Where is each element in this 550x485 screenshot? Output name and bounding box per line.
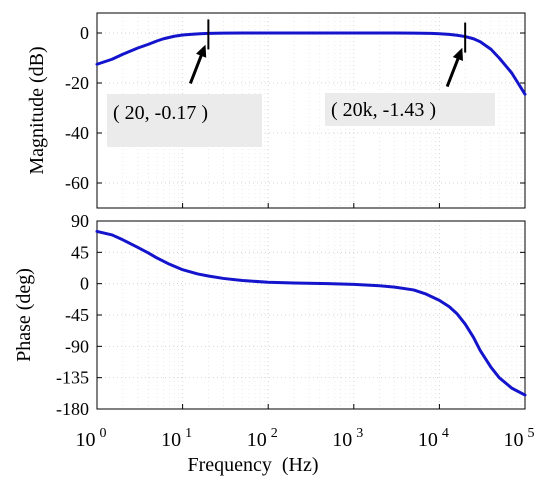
frequency-x-ticks: 10 0 10 1 10 2 10 3 10 4 10 5 (76, 404, 535, 451)
y-tick-label: -180 (56, 399, 89, 419)
phase-curve (95, 229, 527, 397)
phase-y-ticks: 90 45 0 -45 -90 -135 -180 (56, 211, 525, 419)
x-tick-label: 10 2 (247, 426, 278, 451)
y-tick-label: -90 (65, 336, 89, 356)
annotation-arrow-head (452, 47, 463, 61)
x-tick-label: 10 3 (332, 426, 363, 451)
magnitude-y-ticks: 0 -20 -40 -60 (65, 23, 526, 208)
magnitude-curve (95, 31, 527, 96)
annotation-label: ( 20k, -1.43 ) (331, 99, 436, 121)
annotation-box (325, 93, 495, 126)
annotation-box (107, 94, 262, 147)
phase-panel: 90 45 0 -45 -90 -135 -180 10 0 10 1 10 2 10 3 10 4 10 5 P… (13, 211, 535, 476)
y-tick-label: -135 (56, 368, 89, 388)
x-tick-label: 10 5 (504, 426, 535, 451)
y-tick-label: 0 (80, 274, 89, 294)
magnitude-grid (97, 13, 525, 208)
magnitude-panel: 0 -20 -40 -60 ( 20, -0.17 ) ( 20k, -1.43 ) M… (26, 12, 527, 209)
y-tick-label: 90 (71, 211, 89, 231)
phase-grid (97, 220, 525, 410)
x-tick-label: 10 0 (76, 426, 107, 451)
magnitude-annotations: ( 20, -0.17 ) ( 20k, -1.43 ) (107, 19, 495, 147)
y-tick-label: -40 (65, 123, 89, 143)
annotation-label: ( 20, -0.17 ) (113, 102, 208, 124)
y-tick-label: -45 (65, 305, 89, 325)
magnitude-y-axis-label: Magnitude (dB) (26, 46, 48, 174)
y-tick-label: -60 (65, 173, 89, 193)
x-tick-label: 10 4 (418, 426, 449, 451)
y-tick-label: 45 (71, 242, 89, 262)
x-tick-label: 10 1 (161, 426, 192, 451)
annotation-arrow-head (196, 44, 207, 58)
y-tick-label: 0 (80, 23, 89, 43)
frequency-x-axis-label: Frequency (Hz) (187, 454, 318, 476)
y-tick-label: -20 (65, 73, 89, 93)
phase-y-axis-label: Phase (deg) (13, 268, 35, 362)
magnitude-axes-frame (96, 12, 526, 209)
